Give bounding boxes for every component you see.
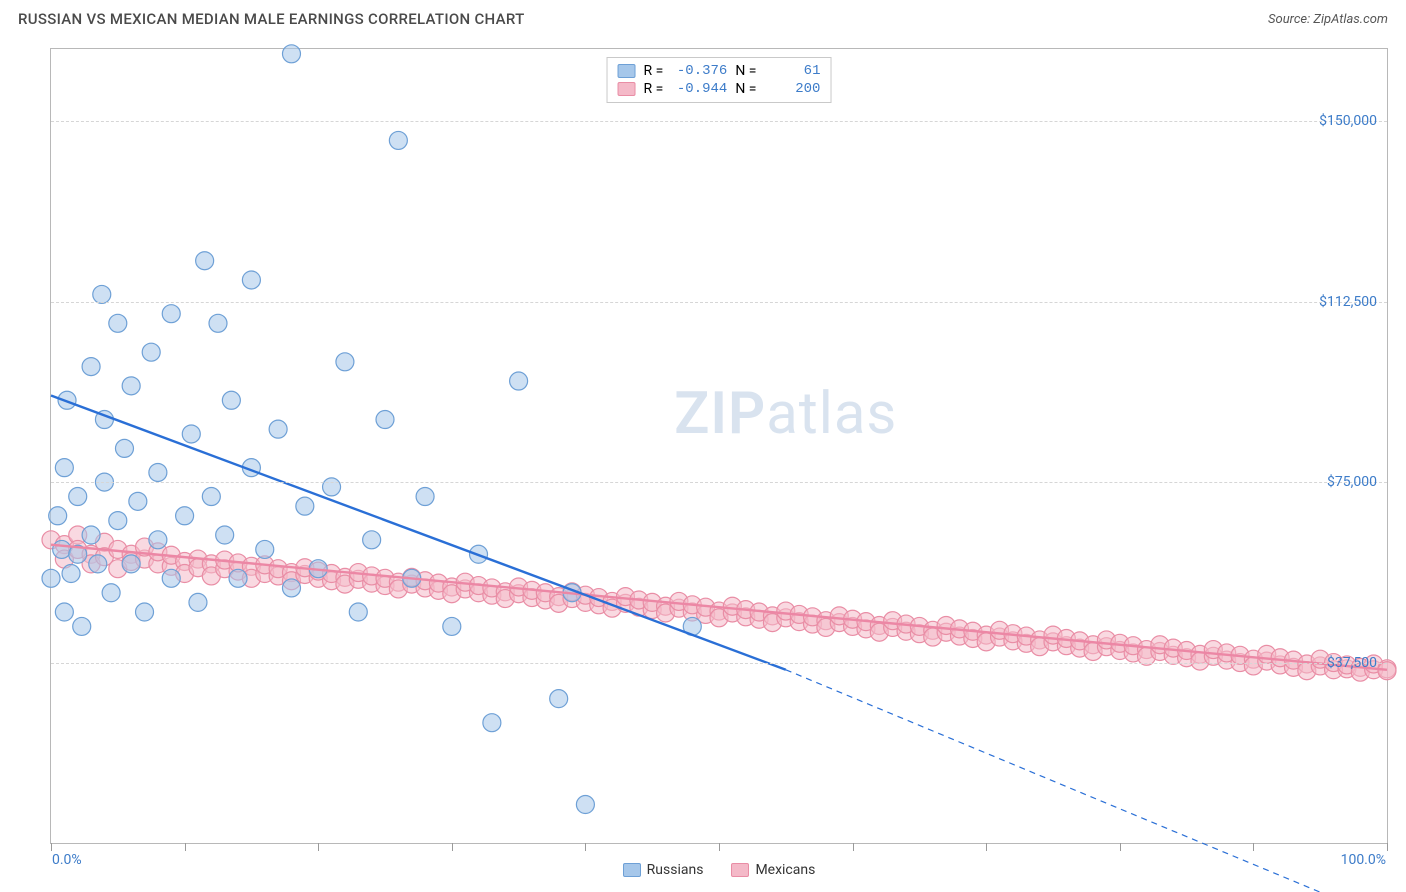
series-legend: Russians Mexicans bbox=[50, 862, 1388, 878]
r-value-mexicans: -0.944 bbox=[671, 81, 727, 97]
correlation-legend: R = -0.376 N = 61 R = -0.944 N = 200 bbox=[607, 57, 832, 103]
n-label: N = bbox=[735, 81, 756, 97]
source-attribution: Source: ZipAtlas.com bbox=[1268, 12, 1388, 27]
y-axis-tick-label: $112,500 bbox=[1319, 294, 1377, 310]
legend-row-russians: R = -0.376 N = 61 bbox=[618, 62, 821, 80]
legend-item-mexicans: Mexicans bbox=[731, 862, 815, 878]
legend-swatch-russians bbox=[623, 863, 641, 877]
y-axis-tick-label: $37,500 bbox=[1327, 655, 1377, 671]
r-label: R = bbox=[644, 81, 664, 97]
chart-area: ZIPatlas R = -0.376 N = 61 R = -0.944 N … bbox=[50, 48, 1388, 844]
legend-row-mexicans: R = -0.944 N = 200 bbox=[618, 80, 821, 98]
r-label: R = bbox=[644, 63, 664, 79]
scatter-plot bbox=[51, 49, 1387, 843]
n-label: N = bbox=[735, 63, 756, 79]
legend-swatch-russians bbox=[618, 64, 636, 78]
x-axis-max-label: 100.0% bbox=[1341, 852, 1386, 868]
chart-title: RUSSIAN VS MEXICAN MEDIAN MALE EARNINGS … bbox=[18, 10, 525, 28]
n-value-mexicans: 200 bbox=[764, 81, 820, 97]
y-axis-tick-label: $150,000 bbox=[1319, 113, 1377, 129]
n-value-russians: 61 bbox=[764, 63, 820, 79]
legend-swatch-mexicans bbox=[618, 82, 636, 96]
r-value-russians: -0.376 bbox=[671, 63, 727, 79]
legend-label-russians: Russians bbox=[647, 862, 704, 878]
legend-swatch-mexicans bbox=[731, 863, 749, 877]
legend-item-russians: Russians bbox=[623, 862, 704, 878]
x-axis-min-label: 0.0% bbox=[52, 852, 82, 868]
y-axis-tick-label: $75,000 bbox=[1327, 474, 1377, 490]
legend-label-mexicans: Mexicans bbox=[755, 862, 815, 878]
